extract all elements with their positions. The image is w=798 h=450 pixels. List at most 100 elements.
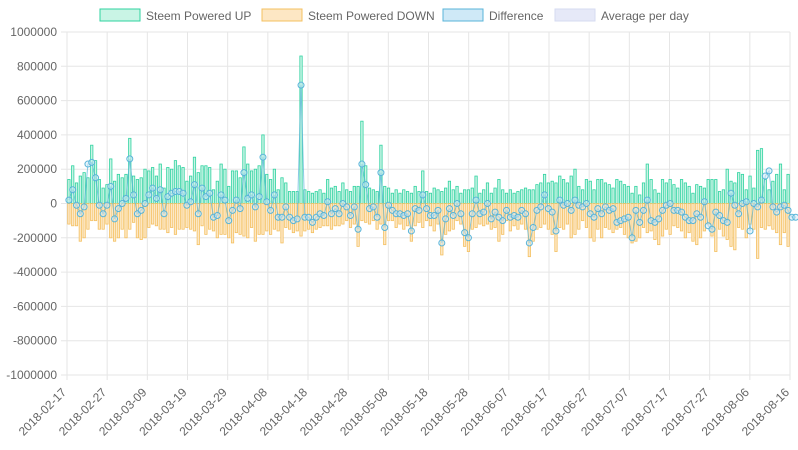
difference-point [76,210,84,218]
bar-up [409,192,413,204]
bar-down [86,203,90,230]
bar-down [672,203,676,227]
bar-up [390,192,394,204]
bar-down [154,203,159,227]
difference-point [514,213,522,221]
difference-point [122,194,130,202]
difference-point [80,203,88,211]
bar-up [672,184,676,204]
difference-point [346,212,354,220]
bar-up [348,191,353,204]
bar-up [592,189,596,204]
bar-up [691,192,695,204]
difference-point [293,215,301,223]
bar-down [215,203,219,239]
difference-point [282,203,290,211]
bar-up [451,189,455,204]
bar-down [246,203,250,239]
difference-point [780,201,788,209]
difference-point [639,206,647,214]
bar-up [782,189,786,204]
difference-point [537,203,545,211]
difference-point [118,200,126,207]
bar-up [622,184,627,204]
bar-down [238,203,242,235]
bar-down [569,203,573,239]
bar-down [139,203,143,240]
bar-down [592,203,596,242]
bar-down [124,203,128,239]
bar-up [615,179,619,204]
bar-down [786,203,790,247]
difference-point [331,205,339,213]
bar-up [314,191,318,204]
difference-point [236,205,244,213]
y-tick-label: -400000 [13,265,57,279]
difference-point [472,196,480,204]
bar-up [721,189,725,204]
difference-point [522,210,530,218]
bar-up [78,175,82,204]
bar-up [269,179,273,204]
bar-down [367,203,372,225]
bar-up [634,185,638,204]
bar-up [310,192,315,204]
difference-point [251,203,259,211]
difference-point [499,217,507,225]
difference-point [358,160,366,168]
bar-up [288,191,292,204]
difference-point [525,239,533,247]
difference-point [354,225,362,233]
bar-down [261,203,265,235]
bar-down [748,203,752,225]
difference-point [590,213,598,221]
bar-down [676,203,680,228]
bar-up [653,189,657,204]
difference-point [556,196,564,204]
bar-up [333,185,337,204]
bar-down [619,203,623,228]
bar-down [242,203,246,237]
bar-up [428,192,432,204]
bar-up [394,189,398,204]
bar-up [775,173,779,204]
difference-point [666,200,674,207]
bar-down [630,203,634,244]
difference-point [198,184,206,192]
bar-down [527,203,531,258]
bar-up [280,177,284,204]
bar-up [71,165,75,204]
difference-point [655,215,663,223]
bar-up [352,185,356,204]
y-tick-label: 0 [50,197,57,211]
difference-point [636,218,644,226]
bar-up [527,189,531,204]
difference-point [213,212,221,220]
bar-up [447,180,452,204]
bar-down [733,203,737,251]
difference-point [111,215,119,223]
difference-point [659,206,667,214]
bar-up [504,192,509,204]
difference-point [480,208,488,216]
difference-point [731,201,739,209]
bar-up [181,167,185,204]
bar-up [531,189,535,204]
bar-down [78,203,82,242]
bar-down [67,203,71,225]
difference-point [727,189,735,197]
bar-up [90,144,94,204]
difference-point [95,201,103,209]
difference-point [594,205,602,213]
bar-down [170,203,174,228]
bar-up [607,184,611,204]
difference-point [267,206,275,214]
bar-up [173,160,178,204]
bar-up [581,189,585,204]
difference-point [415,206,423,214]
bar-up [619,180,623,204]
bar-up [291,191,295,204]
difference-point [335,210,343,218]
difference-point [761,172,769,180]
